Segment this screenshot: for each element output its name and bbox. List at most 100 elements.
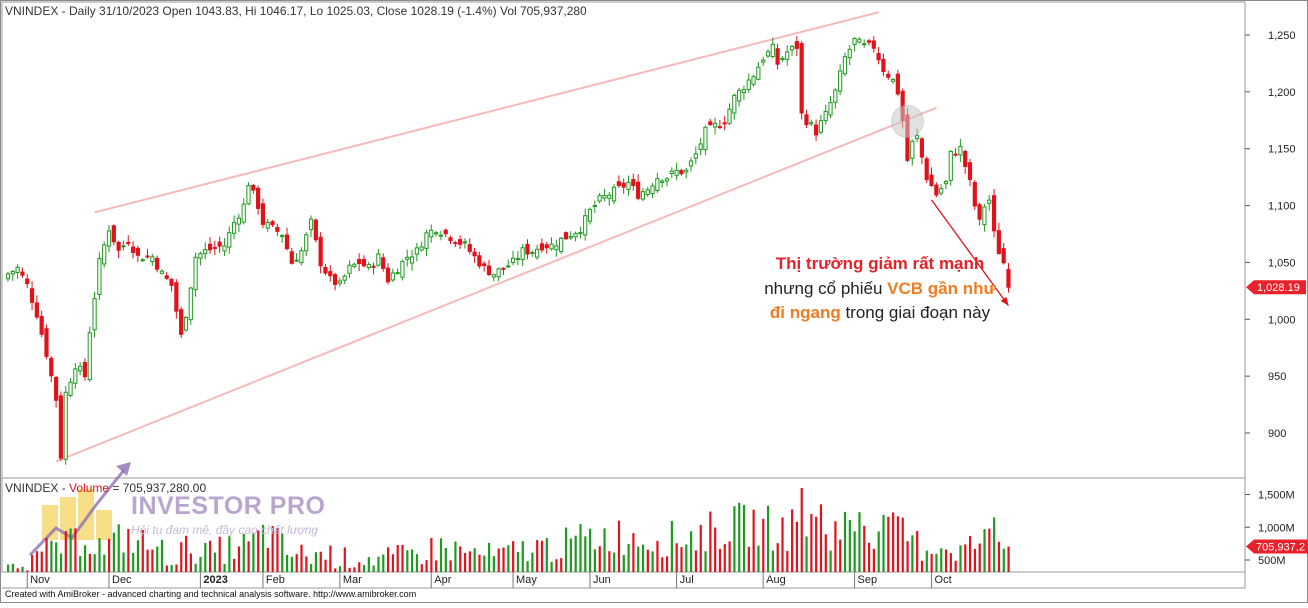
price-candle-body: [722, 122, 727, 125]
volume-bar: [391, 554, 394, 572]
price-candle-body: [328, 271, 333, 277]
price-candle-body: [626, 181, 631, 190]
volume-bar: [516, 552, 520, 572]
price-candle-body: [429, 229, 434, 238]
price-candle-body: [568, 235, 573, 239]
volume-bar: [872, 548, 875, 572]
price-candle-body: [270, 221, 275, 226]
volume-bar: [420, 564, 423, 572]
volume-bar: [925, 550, 928, 572]
price-candle-body: [29, 288, 35, 303]
volume-bar: [540, 540, 544, 572]
volume-bar: [242, 533, 245, 572]
price-candle-body: [371, 265, 376, 268]
price-candle-body: [284, 234, 290, 250]
annotation-sideways: đi ngang: [769, 303, 841, 322]
volume-bar: [507, 545, 510, 572]
volume-bar: [252, 532, 255, 572]
x-month-label: Feb: [266, 574, 285, 586]
price-candle-body: [299, 250, 304, 264]
volume-bar: [569, 538, 572, 572]
volume-bar: [718, 549, 722, 572]
volume-bar: [901, 517, 904, 572]
volume-bar: [132, 552, 135, 572]
volume-bar: [560, 558, 563, 572]
price-candle-body: [260, 203, 266, 225]
volume-bar: [617, 520, 621, 572]
volume-bar: [127, 528, 130, 572]
price-candle-body: [491, 274, 496, 278]
price-candle-body: [323, 266, 328, 274]
price-candle-body: [876, 52, 881, 61]
volume-bar: [396, 544, 399, 572]
price-y-tick-label: 1,050: [1268, 257, 1296, 269]
price-last-value: 1,028.19: [1257, 282, 1300, 294]
price-candle-body: [823, 110, 828, 122]
volume-bar: [358, 562, 361, 572]
price-candle-body: [943, 181, 949, 185]
volume-last-value: 705,937,2: [1256, 542, 1305, 554]
volume-bar: [791, 509, 794, 572]
price-candle-body: [592, 205, 597, 208]
price-candle-body: [655, 178, 660, 192]
price-candle-body: [448, 237, 453, 242]
volume-bar: [266, 547, 269, 572]
volume-bar: [223, 564, 226, 572]
price-candle-body: [929, 174, 934, 187]
price-candle-body: [958, 146, 963, 156]
volume-bar: [675, 543, 678, 572]
price-candle-body: [424, 232, 429, 249]
volume-bar: [194, 563, 197, 572]
price-candle-body: [308, 218, 314, 231]
volume-bar: [863, 525, 866, 572]
price-candle-body: [934, 184, 939, 196]
price-candle-body: [501, 267, 506, 270]
volume-bar: [295, 554, 298, 572]
volume-bar: [637, 546, 640, 572]
volume-bar: [112, 532, 116, 572]
price-candle-body: [20, 271, 25, 276]
volume-bar: [502, 547, 505, 572]
price-candle-body: [895, 73, 900, 95]
price-candle-body: [395, 272, 400, 275]
price-candle-body: [987, 199, 992, 204]
volume-bar: [463, 552, 467, 572]
price-candle-body: [155, 257, 160, 270]
volume-bar: [670, 520, 673, 572]
price-candle-body: [10, 270, 15, 275]
logo-arrow-head: [116, 462, 131, 476]
volume-bar: [685, 544, 688, 572]
price-candle-body: [135, 247, 140, 256]
volume-bar: [276, 527, 279, 572]
volume-bar: [401, 544, 404, 572]
volume-bar: [993, 517, 996, 572]
volume-bar: [940, 548, 943, 572]
price-candle-body: [179, 309, 184, 335]
price-candle-body: [991, 195, 997, 232]
volume-bar: [944, 549, 948, 572]
price-candle-body: [203, 249, 208, 255]
price-candle-body: [833, 89, 838, 103]
price-candle-body: [554, 245, 559, 251]
price-y-tick-label: 1,100: [1268, 201, 1296, 213]
price-candle-body: [433, 232, 439, 235]
volume-bar: [189, 553, 192, 572]
price-candle-body: [535, 248, 540, 258]
price-candle-body: [58, 395, 64, 459]
volume-bar: [11, 563, 15, 572]
volume-bar: [74, 528, 77, 572]
volume-bar: [776, 543, 779, 572]
annotation-line-2: nhưng cổ phiếu VCB gần như: [700, 279, 1060, 299]
price-candle-body: [472, 251, 477, 257]
volume-bar: [550, 561, 553, 572]
volume-bar: [824, 534, 827, 572]
price-candle-body: [198, 253, 203, 259]
price-candle-body: [852, 38, 857, 45]
price-candle-body: [799, 43, 804, 114]
volume-last-badge: [1254, 539, 1308, 554]
price-candle-body: [708, 121, 713, 125]
price-candle-body: [140, 259, 145, 262]
volume-bar: [348, 567, 351, 572]
price-candle-body: [914, 135, 920, 140]
price-candle-body: [939, 188, 944, 194]
